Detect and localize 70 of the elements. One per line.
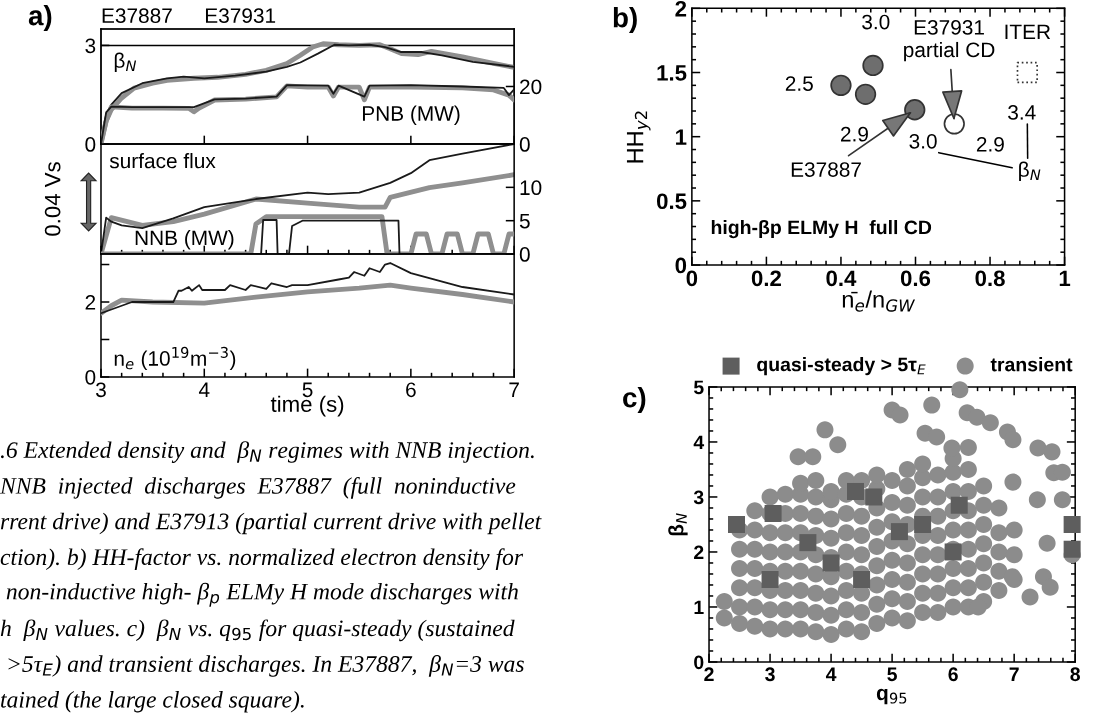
x-tick-label: 0.2: [751, 270, 781, 287]
text: >5τ$_{E}$) and transient discharges. In E37887, β$_{N}$=3 was: [8, 655, 524, 677]
y-tick-label: 2: [694, 545, 704, 560]
y-tick-label: 1: [694, 600, 704, 615]
legend-label: quasi-steady > 5τ$_{E}$: [757, 357, 926, 376]
y-tick-label: 10: [520, 180, 542, 196]
x-tick-label: 1: [1059, 270, 1071, 286]
annotation: 2.5: [785, 76, 813, 91]
y-tick-label: 0.5: [657, 193, 687, 210]
annotation: 3.0: [909, 133, 937, 149]
x-axis-title: q$_{95}$: [876, 688, 907, 705]
x-tick-label: 7: [509, 382, 519, 397]
text: NNB injected discharges E37887 (full noninductive: [0, 476, 516, 499]
annotation: n$_{e}$ (10$^{19}$m$^{−3}$): [114, 346, 236, 370]
x-tick-label: 0.8: [975, 270, 1005, 287]
x-tick-label: 8: [1070, 667, 1080, 682]
y-tick-label: 0: [85, 369, 96, 385]
text: rrent drive) and E37913 (partial current drive with pellet: [0, 512, 542, 535]
annotation: high-βp ELMy H full CD: [711, 219, 932, 239]
x-tick-label: 0.6: [900, 270, 931, 287]
y-tick-label: 1: [676, 129, 687, 145]
legend-label: transient: [990, 357, 1073, 372]
chart-title: a): [28, 5, 52, 31]
annotation: E37931 partial CD: [904, 20, 995, 62]
text: tained (the large closed square).: [1, 691, 304, 713]
y-axis-title: 0.04 Vs: [44, 162, 61, 236]
x-tick-label: 2: [704, 667, 714, 681]
x-tick-label: 5: [887, 667, 897, 682]
y-tick-label: 4: [693, 435, 705, 450]
series-label: ITER: [1005, 24, 1051, 40]
annotation: β$_{N}$: [114, 52, 137, 72]
x-tick-label: 3: [95, 382, 106, 398]
chart-title: c): [623, 387, 646, 413]
x-tick-label: 0.4: [826, 270, 857, 287]
y-tick-label: 0: [85, 137, 96, 152]
y-tick-label: 2: [85, 295, 96, 310]
y-tick-label: 0: [675, 257, 687, 274]
y-tick-label: 3: [85, 38, 96, 54]
x-axis-title: n̄$_{e}$/n$_{GW}$: [842, 290, 916, 312]
y-tick-label: 1.5: [657, 65, 687, 81]
text: E37931: [205, 8, 276, 24]
text: h β$_{N}$ values. c) β$_{N}$ vs. q$_{95}$ for quasi-steady (sustained: [0, 619, 515, 642]
annotation: NNB (MW): [135, 230, 234, 250]
text: E37887: [102, 8, 172, 24]
annotation: β$_{N}$: [1019, 161, 1041, 181]
text: ction). b) HH-factor vs. normalized electron density for: [0, 548, 524, 570]
y2-tick-label: 20: [520, 79, 542, 95]
annotation: surface flux: [109, 153, 216, 169]
x-tick-label: 4: [198, 382, 210, 397]
chart-title: b): [613, 7, 637, 33]
annotation: 2.9: [841, 126, 868, 142]
y-tick-label: 0: [519, 247, 530, 262]
y-tick-label: 5: [519, 213, 530, 229]
y-axis-title: HH$_{y2}$: [626, 111, 651, 163]
y-tick-label: 3: [693, 490, 704, 505]
annotation: E37887: [791, 162, 861, 177]
x-tick-label: 6: [406, 382, 416, 398]
annotation: PNB (MW): [362, 105, 460, 125]
text: non-inductive high- β$_{p}$ ELMy H mode discharges with: [6, 582, 518, 607]
text: .6 Extended density and β$_{N}$ regimes with NNB injection.: [0, 441, 534, 463]
annotation: 3.0: [862, 14, 890, 30]
annotation: 2.9: [976, 136, 1004, 152]
x-tick-label: 4: [825, 667, 837, 681]
annotation: 3.4: [1008, 105, 1036, 120]
x-tick-label: 7: [1009, 667, 1019, 681]
y-tick-label: 0: [694, 655, 704, 670]
y-tick-label: 2: [675, 0, 687, 17]
x-tick-label: 3: [765, 667, 775, 682]
x-tick-label: 6: [948, 667, 958, 682]
y-axis-title: β$_{N}$: [668, 513, 688, 536]
